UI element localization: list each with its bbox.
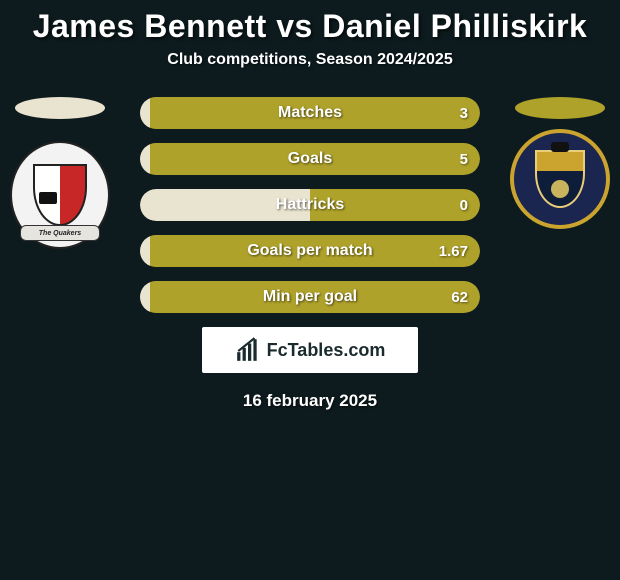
stat-value-right: 3 <box>460 105 468 122</box>
stat-fill-left <box>140 143 150 175</box>
player2-name: Daniel Philliskirk <box>322 8 587 44</box>
player1-name: James Bennett <box>33 8 267 44</box>
stat-row: Goals per match 1.67 <box>140 235 480 267</box>
right-side <box>500 97 620 229</box>
brand-label: FcTables.com <box>267 340 386 361</box>
crest-shield-icon <box>535 150 585 208</box>
player2-ellipse <box>515 97 605 119</box>
crest-banner: The Quakers <box>20 225 100 241</box>
comparison-card: James Bennett vs Daniel Philliskirk Club… <box>0 0 620 411</box>
stat-fill-left <box>140 281 150 313</box>
stat-label: Matches <box>278 104 342 122</box>
page-title: James Bennett vs Daniel Philliskirk <box>33 8 588 45</box>
stats-column: Matches 3 Goals 5 Hattricks 0 Goals per match 1… <box>140 97 480 313</box>
crest-shield-icon <box>33 164 87 226</box>
stat-label: Min per goal <box>263 288 357 306</box>
stat-row: Hattricks 0 <box>140 189 480 221</box>
stat-value-right: 5 <box>460 151 468 168</box>
chart-icon <box>235 337 261 363</box>
stat-value-right: 1.67 <box>439 243 468 260</box>
date-label: 16 february 2025 <box>243 391 377 411</box>
stat-value-right: 62 <box>451 289 468 306</box>
brand-box: FcTables.com <box>202 327 418 373</box>
player1-ellipse <box>15 97 105 119</box>
player2-club-crest <box>510 129 610 229</box>
stat-row: Goals 5 <box>140 143 480 175</box>
stat-value-right: 0 <box>460 197 468 214</box>
stat-label: Hattricks <box>276 196 344 214</box>
vs-label: vs <box>276 8 313 44</box>
stat-row: Min per goal 62 <box>140 281 480 313</box>
stat-label: Goals per match <box>247 242 372 260</box>
main-row: The Quakers Matches 3 Goals 5 Hattricks 0 Goal… <box>0 97 620 313</box>
left-side: The Quakers <box>0 97 120 249</box>
stat-fill-left <box>140 235 150 267</box>
stat-fill-left <box>140 97 150 129</box>
stat-label: Goals <box>288 150 332 168</box>
player1-club-crest: The Quakers <box>10 141 110 249</box>
subtitle: Club competitions, Season 2024/2025 <box>167 51 452 69</box>
stat-row: Matches 3 <box>140 97 480 129</box>
